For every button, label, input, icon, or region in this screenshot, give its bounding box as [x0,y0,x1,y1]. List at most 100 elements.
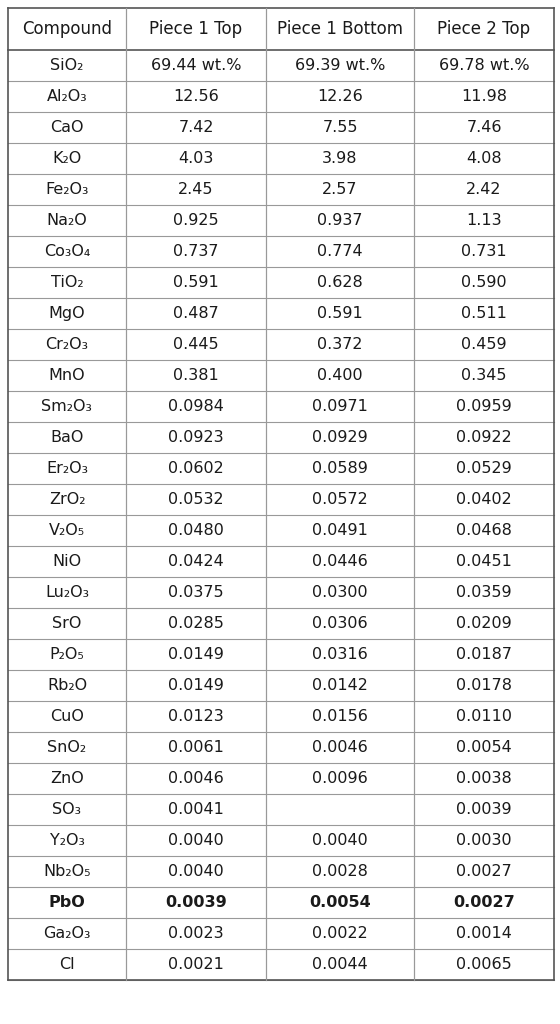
Text: 0.0027: 0.0027 [453,895,515,910]
Text: 0.445: 0.445 [173,337,219,352]
Text: Fe₂O₃: Fe₂O₃ [45,182,88,197]
Text: 0.345: 0.345 [461,368,507,383]
Text: MnO: MnO [49,368,85,383]
Text: 0.400: 0.400 [317,368,363,383]
Text: 7.42: 7.42 [178,120,214,135]
Text: Co₃O₄: Co₃O₄ [44,244,90,259]
Text: 11.98: 11.98 [461,89,507,104]
Text: 0.487: 0.487 [173,306,219,321]
Text: 0.0039: 0.0039 [456,802,512,817]
Text: CaO: CaO [50,120,84,135]
Text: 0.0424: 0.0424 [168,554,224,569]
Text: 0.0529: 0.0529 [456,461,512,476]
Text: 0.0014: 0.0014 [456,926,512,941]
Text: 12.56: 12.56 [173,89,219,104]
Text: SnO₂: SnO₂ [48,740,87,755]
Text: 0.511: 0.511 [461,306,507,321]
Text: 69.44 wt.%: 69.44 wt.% [151,58,241,73]
Text: 0.0285: 0.0285 [168,616,224,631]
Text: 0.737: 0.737 [173,244,219,259]
Text: 0.0300: 0.0300 [312,585,368,600]
Text: Cl: Cl [59,957,75,972]
Text: 0.0028: 0.0028 [312,864,368,879]
Text: 0.0021: 0.0021 [168,957,224,972]
Text: 0.0044: 0.0044 [312,957,368,972]
Text: 0.731: 0.731 [461,244,507,259]
Text: 0.0923: 0.0923 [168,430,224,445]
Text: 0.459: 0.459 [461,337,507,352]
Text: BaO: BaO [50,430,83,445]
Text: 0.0123: 0.0123 [168,709,224,724]
Text: 0.0187: 0.0187 [456,647,512,662]
Text: 0.0316: 0.0316 [312,647,368,662]
Text: 0.0491: 0.0491 [312,523,368,538]
Text: 0.0046: 0.0046 [168,771,224,786]
Text: 0.0306: 0.0306 [312,616,368,631]
Text: 0.381: 0.381 [173,368,219,383]
Text: 0.0984: 0.0984 [168,399,224,414]
Text: 0.0038: 0.0038 [456,771,512,786]
Text: V₂O₅: V₂O₅ [49,523,85,538]
Text: 0.0040: 0.0040 [168,833,224,848]
Text: MgO: MgO [49,306,85,321]
Text: 0.0375: 0.0375 [168,585,224,600]
Text: Piece 2 Top: Piece 2 Top [437,20,530,38]
Text: PbO: PbO [49,895,85,910]
Text: 0.0929: 0.0929 [312,430,368,445]
Text: 0.925: 0.925 [173,213,219,228]
Text: Nb₂O₅: Nb₂O₅ [43,864,91,879]
Text: 0.0096: 0.0096 [312,771,368,786]
Text: Compound: Compound [22,20,112,38]
Text: 0.372: 0.372 [318,337,363,352]
Text: 0.0922: 0.0922 [456,430,512,445]
Text: 0.0156: 0.0156 [312,709,368,724]
Text: ZrO₂: ZrO₂ [49,492,85,507]
Text: 0.591: 0.591 [173,275,219,290]
Text: 0.0572: 0.0572 [312,492,368,507]
Text: 0.0110: 0.0110 [456,709,512,724]
Text: TiO₂: TiO₂ [51,275,83,290]
Text: 0.0022: 0.0022 [312,926,368,941]
Text: SiO₂: SiO₂ [50,58,83,73]
Text: Cr₂O₃: Cr₂O₃ [45,337,88,352]
Text: 0.0446: 0.0446 [312,554,368,569]
Text: 0.0041: 0.0041 [168,802,224,817]
Text: 0.0451: 0.0451 [456,554,512,569]
Text: 0.0468: 0.0468 [456,523,512,538]
Text: 0.774: 0.774 [317,244,363,259]
Text: 2.42: 2.42 [466,182,502,197]
Text: 2.57: 2.57 [322,182,358,197]
Text: 0.590: 0.590 [461,275,507,290]
Text: 0.0023: 0.0023 [168,926,224,941]
Text: 0.0061: 0.0061 [168,740,224,755]
Text: SO₃: SO₃ [53,802,82,817]
Text: Piece 1 Top: Piece 1 Top [150,20,242,38]
Text: 0.0178: 0.0178 [456,678,512,693]
Text: Lu₂O₃: Lu₂O₃ [45,585,89,600]
Text: 0.0209: 0.0209 [456,616,512,631]
Text: 0.628: 0.628 [317,275,363,290]
Text: 0.0480: 0.0480 [168,523,224,538]
Text: Rb₂O: Rb₂O [47,678,87,693]
Text: SrO: SrO [52,616,82,631]
Text: Y₂O₃: Y₂O₃ [49,833,85,848]
Text: NiO: NiO [53,554,82,569]
Text: CuO: CuO [50,709,84,724]
Text: 4.03: 4.03 [178,151,214,166]
Text: P₂O₅: P₂O₅ [50,647,85,662]
Text: Al₂O₃: Al₂O₃ [46,89,87,104]
Text: Ga₂O₃: Ga₂O₃ [43,926,91,941]
Text: 0.0027: 0.0027 [456,864,512,879]
Text: 0.0402: 0.0402 [456,492,512,507]
Text: 0.0054: 0.0054 [309,895,371,910]
Text: 69.78 wt.%: 69.78 wt.% [438,58,529,73]
Text: 0.0142: 0.0142 [312,678,368,693]
Text: 12.26: 12.26 [317,89,363,104]
Text: 0.0959: 0.0959 [456,399,512,414]
Text: Er₂O₃: Er₂O₃ [46,461,88,476]
Text: 0.0602: 0.0602 [168,461,224,476]
Text: 0.0040: 0.0040 [168,864,224,879]
Text: 0.0054: 0.0054 [456,740,512,755]
Text: 2.45: 2.45 [178,182,214,197]
Text: ZnO: ZnO [50,771,84,786]
